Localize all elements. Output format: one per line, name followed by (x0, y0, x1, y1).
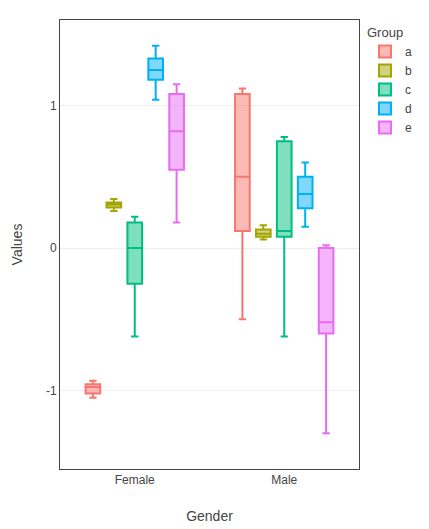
svg-text:Male: Male (271, 473, 297, 487)
svg-text:1: 1 (50, 99, 57, 113)
svg-text:Female: Female (115, 473, 155, 487)
svg-text:b: b (405, 64, 412, 78)
svg-text:a: a (405, 45, 412, 59)
svg-text:d: d (405, 102, 412, 116)
svg-text:Gender: Gender (186, 508, 233, 524)
svg-text:c: c (405, 83, 411, 97)
svg-text:-1: -1 (46, 384, 57, 398)
svg-text:Values: Values (9, 224, 25, 266)
svg-text:0: 0 (50, 241, 57, 255)
svg-text:Group: Group (367, 25, 403, 40)
svg-text:e: e (405, 121, 412, 135)
